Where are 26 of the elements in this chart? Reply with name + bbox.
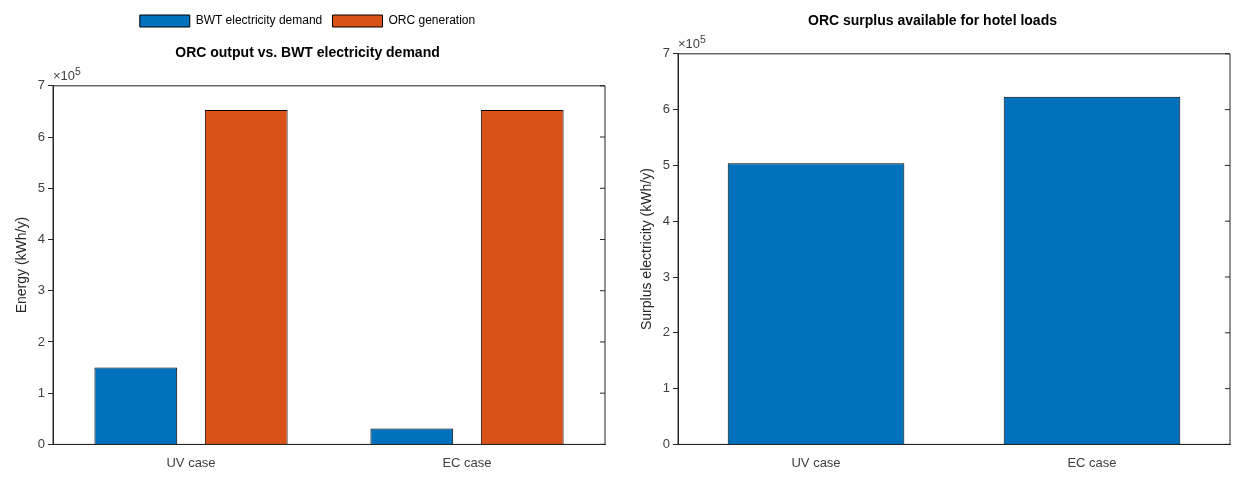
- chart-title: ORC surplus available for hotel loads: [808, 12, 1058, 29]
- legend-label: ORC generation: [388, 13, 476, 28]
- y-tick-label: 7: [662, 45, 671, 61]
- legend-label: BWT electricity demand: [195, 13, 323, 28]
- y-tick-label: 5: [662, 156, 671, 172]
- y-axis-title: Surplus electricity (kWh/y): [638, 168, 655, 331]
- y-axis-title: Energy (kWh/y): [13, 216, 30, 314]
- x-tick-label: EC case: [1067, 454, 1117, 470]
- y-tick-label: 5: [37, 179, 46, 195]
- y-tick-label: 6: [662, 101, 671, 117]
- y-tick-label: 0: [662, 435, 671, 451]
- y-tick-label: 0: [37, 435, 46, 451]
- x-tick-label: UV case: [791, 454, 841, 470]
- x-tick-label: EC case: [442, 454, 492, 470]
- y-tick-label: 4: [662, 212, 671, 228]
- y-tick-label: 6: [37, 128, 46, 144]
- x-tick-label: UV case: [166, 454, 216, 470]
- y-tick-label: 3: [37, 282, 46, 298]
- y-tick-label: 1: [37, 384, 46, 400]
- y-tick-label: 3: [662, 268, 671, 284]
- y-tick-label: 2: [662, 324, 671, 340]
- y-tick-label: 2: [37, 333, 46, 349]
- chart-title: ORC output vs. BWT electricity demand: [175, 44, 440, 61]
- y-tick-label: 7: [37, 77, 46, 93]
- y-tick-label: 1: [662, 380, 671, 396]
- y-tick-label: 4: [37, 231, 46, 247]
